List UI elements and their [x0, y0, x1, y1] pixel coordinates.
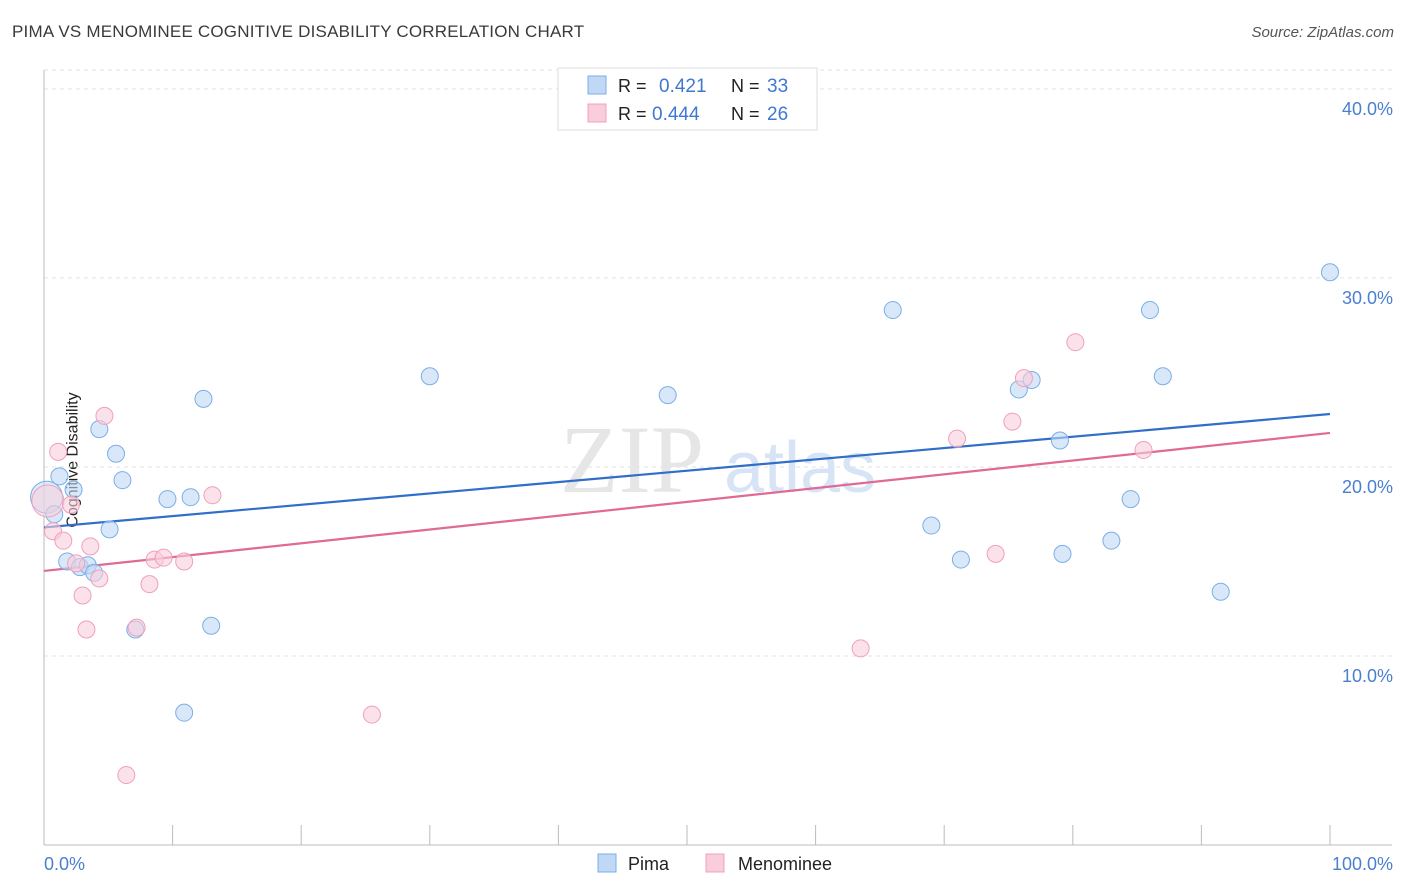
- legend-n-label-pima: N =: [731, 76, 760, 96]
- pima-point-2: [50, 467, 69, 486]
- menominee-point-5: [67, 554, 86, 573]
- legend-r-value-pima: 0.421: [659, 76, 707, 97]
- pima-point-19: [658, 386, 677, 405]
- axes: [43, 70, 1392, 846]
- menominee-point-2: [49, 442, 68, 461]
- menominee-point-25: [1134, 440, 1153, 459]
- pima-point-31: [1211, 582, 1230, 601]
- bottom-legend-pima: Pima: [628, 854, 670, 874]
- menominee-point-4: [62, 495, 81, 514]
- pima-point-16: [194, 389, 213, 408]
- legend-r-label-pima: R =: [618, 76, 647, 96]
- menominee-point-7: [77, 620, 96, 639]
- menominee-point-6: [73, 586, 92, 605]
- pima-point-10: [107, 444, 126, 463]
- pima-point-9: [100, 520, 119, 539]
- pima-point-29: [1140, 301, 1159, 320]
- chart-title: PIMA VS MENOMINEE COGNITIVE DISABILITY C…: [12, 22, 585, 41]
- menominee-point-23: [1014, 369, 1033, 388]
- pima-trend-line: [43, 412, 1331, 529]
- pima-point-25: [1050, 431, 1069, 450]
- y-tick-label-3: 40.0%: [1342, 99, 1393, 119]
- menominee-point-3: [54, 531, 73, 550]
- legend-swatch-menominee: [587, 103, 607, 123]
- pima-point-13: [158, 490, 177, 509]
- legend-r-label-menominee: R =: [618, 104, 647, 124]
- bottom-legend-menominee: Menominee: [738, 854, 832, 874]
- pima-point-18: [420, 367, 439, 386]
- menominee-point-8: [81, 537, 100, 556]
- pima-point-21: [922, 516, 941, 535]
- pima-point-20: [883, 301, 902, 320]
- menominee-point-18: [362, 705, 381, 724]
- menominee-point-16: [175, 552, 194, 571]
- menominee-point-13: [140, 575, 159, 594]
- legend-swatch-pima: [587, 75, 607, 95]
- bottom-legend-swatch-menominee: [705, 853, 725, 873]
- menominee-point-24: [1066, 333, 1085, 352]
- menominee-point-0: [31, 484, 65, 518]
- y-tick-label-2: 30.0%: [1342, 288, 1393, 308]
- stats-legend: R = 0.421 N = 33 R = 0.444 N = 26: [557, 67, 818, 131]
- x-tick-label-0: 0.0%: [44, 854, 85, 874]
- menominee-point-17: [203, 486, 222, 505]
- watermark-zip: ZIP: [560, 406, 704, 513]
- x-tick-label-1: 100.0%: [1332, 854, 1393, 874]
- y-tick-label-1: 20.0%: [1342, 477, 1393, 497]
- pima-point-30: [1153, 367, 1172, 386]
- menominee-point-11: [117, 766, 136, 785]
- chart-source: Source: ZipAtlas.com: [1251, 24, 1394, 41]
- legend-r-value-menominee: 0.444: [652, 104, 700, 125]
- pima-point-22: [951, 550, 970, 569]
- grid-lines: [44, 69, 1392, 657]
- menominee-point-20: [948, 429, 967, 448]
- menominee-point-22: [1003, 412, 1022, 431]
- watermark: ZIP atlas: [560, 406, 876, 513]
- tick-labels: 10.0% 20.0% 30.0% 40.0% 0.0% 100.0%: [44, 99, 1393, 874]
- legend-n-value-menominee: 26: [767, 104, 788, 125]
- legend-n-value-pima: 33: [767, 76, 788, 97]
- menominee-point-15: [154, 548, 173, 567]
- menominee-point-10: [95, 406, 114, 425]
- menominee-point-12: [127, 618, 146, 637]
- data-points: [30, 263, 1339, 785]
- pima-point-3: [64, 480, 83, 499]
- pima-point-17: [202, 616, 221, 635]
- menominee-trend-line: [43, 431, 1331, 573]
- menominee-point-21: [986, 544, 1005, 563]
- bottom-legend-swatch-pima: [597, 853, 617, 873]
- menominee-point-19: [851, 639, 870, 658]
- pima-point-26: [1053, 544, 1072, 563]
- pima-point-27: [1102, 531, 1121, 550]
- trend-lines: [43, 412, 1331, 573]
- pima-point-11: [113, 471, 132, 490]
- y-tick-label-0: 10.0%: [1342, 666, 1393, 686]
- bottom-legend: Pima Menominee: [597, 853, 832, 874]
- pima-point-14: [175, 703, 194, 722]
- menominee-point-9: [90, 569, 109, 588]
- legend-n-label-menominee: N =: [731, 104, 760, 124]
- pima-point-28: [1121, 490, 1140, 509]
- pima-point-32: [1321, 263, 1339, 282]
- pima-point-15: [181, 488, 200, 507]
